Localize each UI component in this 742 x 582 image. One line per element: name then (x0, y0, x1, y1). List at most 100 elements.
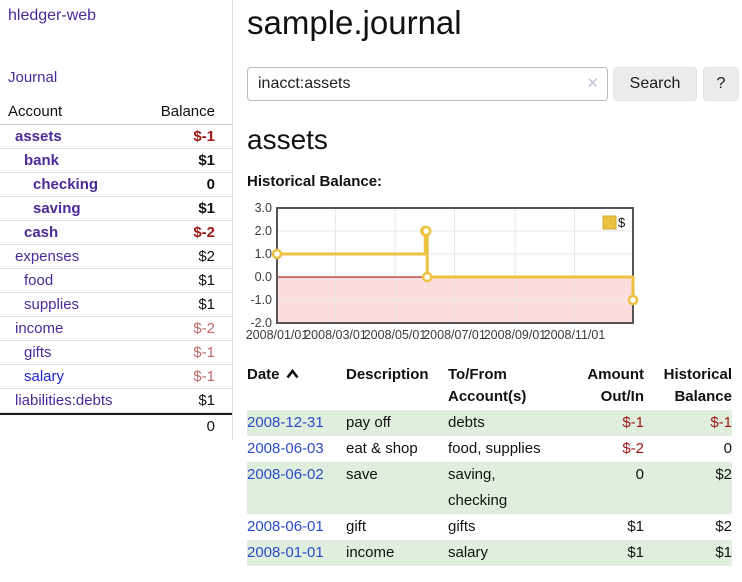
account-row: liabilities:debts $1 (0, 389, 232, 413)
account-link-checking[interactable]: checking (33, 176, 99, 193)
account-balance: $1 (198, 200, 215, 217)
transaction-accounts: salary (448, 544, 489, 561)
transaction-balance: $2 (715, 466, 732, 483)
transaction-description: pay off (346, 414, 391, 431)
svg-text:2.0: 2.0 (255, 224, 272, 238)
balance-chart-svg: $3.0 2.0 1.0 0.0 -1.0 -2.02008/01/012008/03/0… (246, 201, 639, 342)
account-link-gifts[interactable]: gifts (24, 344, 52, 361)
transaction-accounts: food, supplies (448, 440, 541, 457)
account-balance: $1 (198, 152, 215, 169)
transaction-accounts: debts (448, 414, 485, 431)
sidebar: hledger-web Journal Account Balance asse… (0, 0, 233, 440)
account-row: checking 0 (0, 173, 232, 197)
account-link-salary[interactable]: salary (24, 368, 65, 385)
transaction-date-link[interactable]: 2008-06-03 (247, 440, 324, 457)
account-balance: 0 (206, 176, 215, 193)
search-button[interactable]: Search (613, 67, 697, 101)
account-row: income $-2 (0, 317, 232, 341)
transaction-description: gift (346, 518, 367, 535)
svg-text:-2.0: -2.0 (250, 316, 272, 330)
account-row: bank $1 (0, 149, 232, 173)
account-balance: $1 (198, 296, 215, 313)
account-link-expenses[interactable]: expenses (15, 248, 80, 265)
svg-text:2008/11/01: 2008/11/01 (544, 328, 606, 342)
accounts-total-row: 0 (0, 413, 232, 438)
accounts-tree-header: Account Balance (0, 99, 232, 125)
transaction-accounts: gifts (448, 518, 476, 535)
svg-text:2008/09/01: 2008/09/01 (484, 328, 547, 342)
transaction-balance: $-1 (710, 414, 732, 431)
transaction-amount: 0 (635, 466, 644, 483)
account-balance: $-1 (193, 128, 215, 145)
account-link-income[interactable]: income (15, 320, 64, 337)
account-page-title: assets (247, 124, 328, 155)
transaction-amount: $-2 (622, 440, 644, 457)
transaction-description: eat & shop (346, 440, 418, 457)
svg-text:3.0: 3.0 (255, 201, 272, 215)
register-table: Date Description To/From Account(s) Amou… (247, 360, 732, 566)
transaction-date-link[interactable]: 2008-12-31 (247, 414, 324, 431)
transaction-description: income (346, 544, 395, 561)
account-balance: $-1 (193, 368, 215, 385)
date-column-header[interactable]: Date (247, 360, 346, 410)
transaction-date-link[interactable]: 2008-01-01 (247, 544, 324, 561)
search-input[interactable] (247, 67, 608, 101)
transaction-balance: $2 (715, 518, 732, 535)
accounts-total-balance: 0 (206, 418, 215, 435)
transaction-amount: $1 (627, 544, 644, 561)
balance-column-header: Balance (160, 103, 215, 120)
search-form: ✕ Search ? (247, 67, 739, 101)
account-row: food $1 (0, 269, 232, 293)
transaction-accounts: saving, checking (448, 466, 508, 509)
account-row: gifts $-1 (0, 341, 232, 365)
account-row: supplies $1 (0, 293, 232, 317)
account-balance: $2 (198, 248, 215, 265)
table-row: 2008-01-01 income salary $1 $1 (247, 540, 732, 566)
svg-text:2008/01/01: 2008/01/01 (246, 328, 309, 342)
app-title-link[interactable]: hledger-web (8, 7, 97, 24)
sidebar-item-journal[interactable]: Journal (8, 69, 58, 86)
chart-title: Historical Balance: (247, 173, 383, 190)
svg-text:$: $ (618, 215, 626, 230)
main-content: sample.journal ✕ Search ? assets Histori… (246, 0, 739, 566)
transaction-date-link[interactable]: 2008-06-02 (247, 466, 324, 483)
account-balance: $1 (198, 392, 215, 409)
account-link-saving[interactable]: saving (33, 200, 81, 217)
transaction-amount: $1 (627, 518, 644, 535)
account-row: cash $-2 (0, 221, 232, 245)
historical-balance-chart: $3.0 2.0 1.0 0.0 -1.0 -2.0 2008/01/01 2008/03/0… (246, 201, 739, 348)
table-row: 2008-12-31 pay off debts $-1 $-1 (247, 410, 732, 436)
account-link-liabilities-debts[interactable]: liabilities:debts (15, 392, 113, 409)
account-link-supplies[interactable]: supplies (24, 296, 80, 313)
table-row: 2008-06-02 save saving, checking 0 $2 (247, 462, 732, 514)
svg-text:2008/07/01: 2008/07/01 (423, 328, 486, 342)
account-link-food[interactable]: food (24, 272, 54, 289)
page-title: sample.journal (247, 4, 462, 41)
transaction-description: save (346, 466, 378, 483)
account-row: expenses $2 (0, 245, 232, 269)
svg-text:1.0: 1.0 (255, 247, 272, 261)
transaction-date-link[interactable]: 2008-06-01 (247, 518, 324, 535)
svg-text:-1.0: -1.0 (250, 293, 272, 307)
table-row: 2008-06-01 gift gifts $1 $2 (247, 514, 732, 540)
account-column-header: Account (8, 103, 63, 120)
account-balance: $-1 (193, 344, 215, 361)
account-balance: $-2 (193, 320, 215, 337)
tofrom-column-header: To/From Account(s) (448, 366, 527, 405)
account-row: salary $-1 (0, 365, 232, 389)
account-balance: $1 (198, 272, 215, 289)
accounts-tree: Account Balance assets $-1 bank $1 check… (0, 99, 232, 438)
account-link-bank[interactable]: bank (24, 152, 60, 169)
account-link-cash[interactable]: cash (24, 224, 59, 241)
transaction-amount: $-1 (622, 414, 644, 431)
account-link-assets[interactable]: assets (15, 128, 62, 145)
account-row: assets $-1 (0, 125, 232, 149)
clear-search-icon[interactable]: ✕ (586, 75, 599, 92)
amount-column-header: Amount Out/In (587, 366, 644, 405)
help-button[interactable]: ? (703, 67, 739, 101)
transaction-balance: $1 (715, 544, 732, 561)
account-balance: $-2 (193, 224, 215, 241)
sort-ascending-icon (285, 366, 299, 383)
historical-column-header: Historical Balance (663, 366, 732, 405)
account-row: saving $1 (0, 197, 232, 221)
